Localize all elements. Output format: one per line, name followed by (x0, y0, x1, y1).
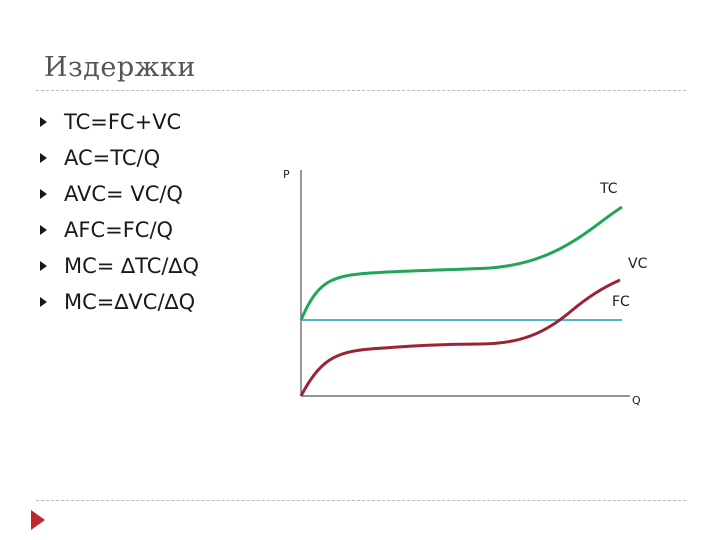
title-divider (36, 90, 686, 91)
formula-item: AC=TC/Q (38, 140, 199, 176)
formula-item: MC= ∆TC/∆Q (38, 248, 199, 284)
triangle-bullet-icon (40, 225, 47, 235)
triangle-bullet-icon (40, 117, 47, 127)
tc-curve (299, 205, 623, 321)
vc-curve-label: VC (628, 256, 648, 272)
formula-list: TC=FC+VC AC=TC/Q AVC= VC/Q AFC=FC/Q MC= … (38, 104, 199, 320)
slide-corner-marker-icon (31, 510, 45, 530)
formula-item: AFC=FC/Q (38, 212, 199, 248)
formula-text: MC=∆VC/∆Q (64, 290, 196, 314)
y-axis-label: P (283, 168, 290, 181)
formula-item: AVC= VC/Q (38, 176, 199, 212)
formula-text: AVC= VC/Q (64, 182, 183, 206)
slide-title: Издержки (44, 52, 196, 83)
formula-text: TC=FC+VC (64, 110, 182, 134)
triangle-bullet-icon (40, 189, 47, 199)
triangle-bullet-icon (40, 153, 47, 163)
tc-curve-label: TC (599, 181, 618, 197)
triangle-bullet-icon (40, 297, 47, 307)
vc-curve (299, 278, 621, 397)
fc-curve-label: FC (612, 294, 630, 310)
formula-text: AC=TC/Q (64, 146, 161, 170)
formula-text: MC= ∆TC/∆Q (64, 254, 200, 278)
footer-divider (36, 500, 686, 501)
formula-text: AFC=FC/Q (64, 218, 174, 242)
formula-item: TC=FC+VC (38, 104, 199, 140)
formula-item: MC=∆VC/∆Q (38, 284, 199, 320)
x-axis-label: Q (632, 394, 641, 407)
triangle-bullet-icon (40, 261, 47, 271)
